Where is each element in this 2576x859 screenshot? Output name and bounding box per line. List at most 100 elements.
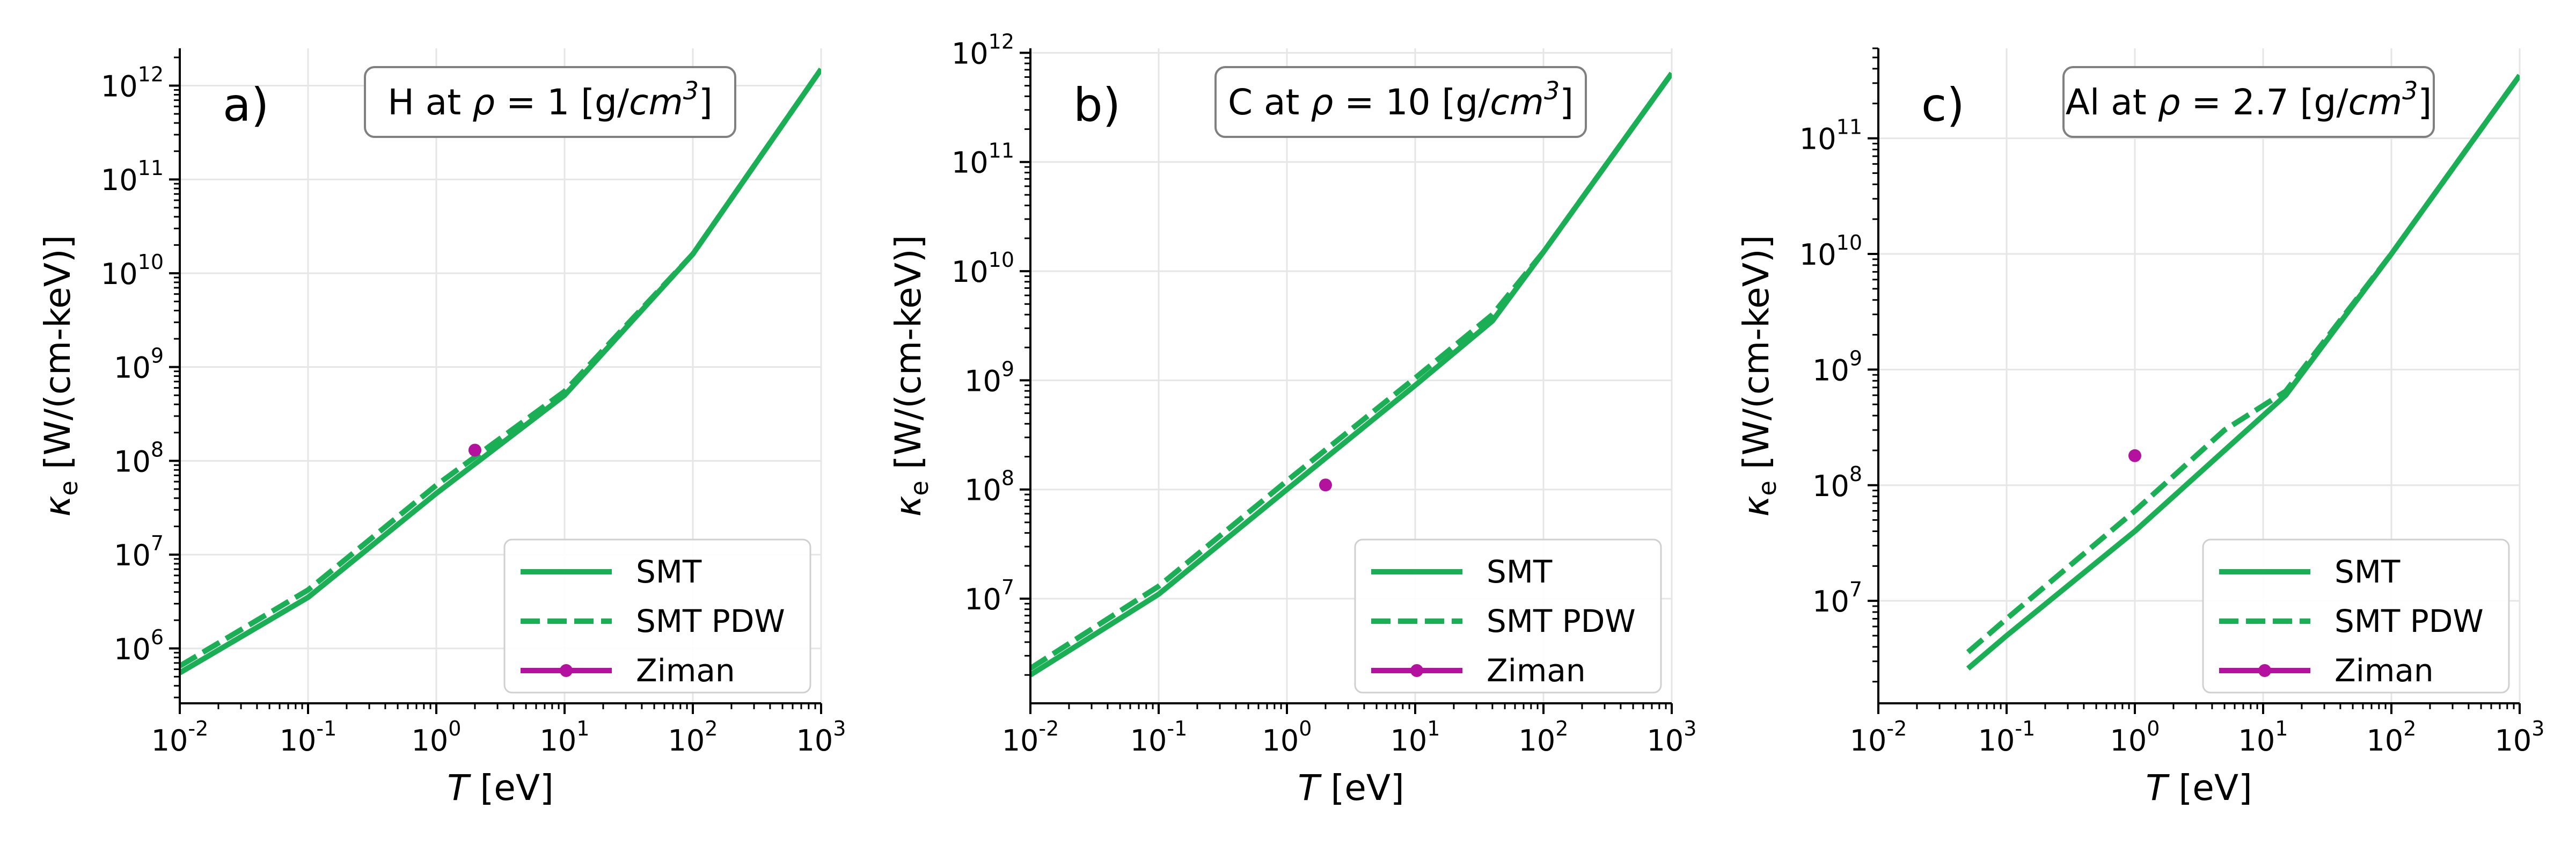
x-tick-base: 10 <box>1130 724 1167 758</box>
x-tick-base: 10 <box>412 724 449 758</box>
x-tick-label: 100 <box>412 717 462 758</box>
y-axis-variable: κ <box>37 496 78 516</box>
x-tick-base: 10 <box>2367 724 2404 758</box>
y-axis-label: κe [W/(cm-keV)] <box>1736 235 1782 517</box>
x-tick-label: 102 <box>668 717 718 758</box>
title-density: = 1 [g/ <box>495 82 630 123</box>
legend-label: SMT PDW <box>1487 603 1636 639</box>
y-axis-unit: [W/(cm-keV)] <box>37 235 78 481</box>
title-element: C at <box>1228 82 1311 123</box>
y-tick-label: 1010 <box>1799 231 1862 272</box>
x-tick-exponent: -1 <box>316 717 336 740</box>
y-tick-exponent: 8 <box>151 438 164 461</box>
y-tick-exponent: 9 <box>1001 357 1014 381</box>
y-axis-variable: κ <box>888 496 929 516</box>
smt-line <box>1966 74 2520 671</box>
x-tick-label: 102 <box>1519 717 1569 758</box>
title-element: Al at <box>2066 82 2158 123</box>
x-tick-label: 10-1 <box>280 717 337 758</box>
x-axis-label: T [eV] <box>1298 767 1404 809</box>
x-tick-base: 10 <box>540 724 577 758</box>
panel-title: C at ρ = 10 [g/cm3] <box>1228 76 1574 123</box>
y-axis-subscript: e <box>905 481 934 496</box>
y-tick-label: 1011 <box>1799 115 1862 156</box>
y-tick-exponent: 10 <box>1836 231 1862 254</box>
y-tick-base: 10 <box>114 351 151 385</box>
y-tick-exponent: 11 <box>1836 115 1862 139</box>
smt-pdw-line <box>1030 71 1672 671</box>
title-exponent: 3 <box>683 76 699 105</box>
y-tick-exponent: 11 <box>138 156 164 180</box>
y-tick-base: 10 <box>1812 469 1849 503</box>
legend-marker-ziman <box>1410 664 1423 677</box>
legend-label: Ziman <box>2334 652 2434 689</box>
x-axis-variable: T <box>1298 767 1322 809</box>
x-tick-base: 10 <box>796 724 833 758</box>
x-tick-exponent: 2 <box>705 717 718 740</box>
y-tick-label: 109 <box>1812 346 1862 387</box>
y-tick-base: 10 <box>952 146 989 180</box>
ziman-point <box>468 443 481 457</box>
x-axis-variable: T <box>447 767 471 809</box>
title-exponent: 3 <box>2402 76 2418 105</box>
title-element: H at <box>387 82 472 123</box>
y-tick-base: 10 <box>1812 585 1849 618</box>
panel-label: c) <box>1921 78 1965 132</box>
title-unit: cm <box>1490 82 1544 123</box>
y-tick-label: 1012 <box>952 30 1014 70</box>
y-tick-label: 106 <box>114 625 164 666</box>
title-rho: ρ <box>2158 82 2180 123</box>
y-tick-label: 108 <box>964 467 1014 507</box>
legend-label: Ziman <box>1487 652 1586 689</box>
x-tick-base: 10 <box>2238 724 2275 758</box>
title-rho: ρ <box>1311 82 1333 123</box>
y-tick-base: 10 <box>964 474 1001 507</box>
y-tick-label: 1011 <box>101 156 164 197</box>
y-tick-label: 108 <box>1812 462 1862 503</box>
y-tick-label: 1010 <box>952 248 1014 289</box>
y-axis-subscript: e <box>54 481 83 496</box>
y-tick-exponent: 10 <box>138 250 164 274</box>
x-tick-base: 10 <box>2495 724 2532 758</box>
legend-marker-ziman <box>2258 664 2271 677</box>
y-tick-exponent: 7 <box>151 532 164 555</box>
legend-box <box>503 538 811 694</box>
x-tick-base: 10 <box>1002 724 1039 758</box>
x-tick-label: 103 <box>2495 717 2545 758</box>
legend-label: SMT <box>636 554 702 590</box>
x-tick-exponent: 2 <box>2403 717 2416 740</box>
y-tick-exponent: 9 <box>1849 346 1862 370</box>
x-tick-label: 10-1 <box>1978 717 2036 758</box>
y-tick-base: 10 <box>101 163 138 197</box>
y-tick-base: 10 <box>114 538 151 572</box>
y-tick-label: 107 <box>964 576 1014 616</box>
y-tick-label: 108 <box>114 438 164 478</box>
x-tick-label: 103 <box>796 717 846 758</box>
x-tick-exponent: -1 <box>1167 717 1187 740</box>
x-tick-exponent: 1 <box>576 717 589 740</box>
y-tick-exponent: 6 <box>151 625 164 649</box>
x-tick-exponent: 2 <box>1555 717 1568 740</box>
y-axis-label: κe [W/(cm-keV)] <box>37 235 83 517</box>
y-tick-exponent: 7 <box>1001 576 1014 599</box>
y-tick-label: 1011 <box>952 139 1014 180</box>
y-tick-label: 1010 <box>101 250 164 291</box>
x-tick-label: 10-2 <box>151 717 209 758</box>
x-tick-exponent: -1 <box>2015 717 2035 740</box>
legend-box <box>2202 538 2510 694</box>
x-tick-exponent: -2 <box>1038 717 1059 740</box>
x-tick-base: 10 <box>1978 724 2015 758</box>
y-tick-base: 10 <box>1799 122 1836 156</box>
x-axis-variable: T <box>2146 767 2170 809</box>
x-tick-exponent: 0 <box>2147 717 2160 740</box>
x-tick-label: 100 <box>1262 717 1312 758</box>
title-suffix: ] <box>699 82 713 123</box>
y-tick-base: 10 <box>952 255 989 289</box>
x-tick-label: 10-1 <box>1130 717 1188 758</box>
title-unit: cm <box>629 82 683 123</box>
x-tick-label: 101 <box>1391 717 1440 758</box>
x-tick-exponent: -2 <box>188 717 208 740</box>
x-tick-base: 10 <box>151 724 188 758</box>
